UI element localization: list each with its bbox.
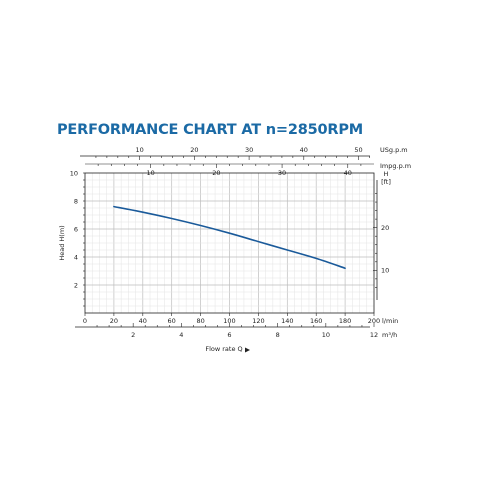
axes <box>75 155 378 328</box>
chart-title: PERFORMANCE CHART AT n=2850RPM <box>57 122 364 138</box>
tick-label-x-m3h: 10 <box>322 331 330 339</box>
tick-label-x-impgpm: 10 <box>147 169 155 177</box>
unit-m3h: m³/h <box>382 331 397 339</box>
tick-label-x-lmin: 80 <box>196 317 204 325</box>
tick-label-x-lmin: 40 <box>139 317 147 325</box>
tick-label-y-ft: 20 <box>381 224 389 232</box>
ticks: 0 20 40 60 80 100 120 140 160 180 200 2 4 6 8 10 12 10 20 3… <box>70 146 390 339</box>
tick-label-x-lmin: 0 <box>83 317 87 325</box>
unit-usgpm: USg.p.m <box>380 146 408 154</box>
tick-label-x-lmin: 120 <box>252 317 264 325</box>
tick-label-x-lmin: 60 <box>168 317 176 325</box>
axis-labels: l/min m³/h USg.p.m Impg.p.m Head H(m) H[ft] Fl… <box>58 146 411 353</box>
tick-label-x-m3h: 12 <box>370 331 378 339</box>
tick-label-x-usgpm: 50 <box>354 146 362 154</box>
series <box>113 205 346 269</box>
x-axis-arrow-icon <box>245 347 250 353</box>
tick-label-x-usgpm: 30 <box>245 146 253 154</box>
x-axis-label: Flow rate Q <box>205 345 242 353</box>
unit-ft-line1: H <box>384 170 389 178</box>
tick-label-x-lmin: 20 <box>110 317 118 325</box>
tick-label-x-m3h: 6 <box>227 331 231 339</box>
y-axis-label: Head H(m) <box>58 225 66 260</box>
tick-label-x-m3h: 2 <box>131 331 135 339</box>
unit-lmin: l/min <box>382 317 398 325</box>
tick-label-y-m: 2 <box>74 281 78 289</box>
tick-label-x-m3h: 8 <box>276 331 280 339</box>
tick-label-y-m: 8 <box>74 197 78 205</box>
unit-impgpm: Impg.p.m <box>380 162 411 170</box>
grid <box>85 173 374 313</box>
tick-label-y-ft: 10 <box>381 267 389 275</box>
tick-label-x-lmin: 140 <box>281 317 293 325</box>
performance-curve-line <box>113 205 346 269</box>
tick-label-y-m: 6 <box>74 225 78 233</box>
tick-label-x-impgpm: 30 <box>278 169 286 177</box>
tick-label-y-m: 4 <box>74 253 78 261</box>
tick-label-x-usgpm: 40 <box>300 146 308 154</box>
tick-label-y-m: 10 <box>70 169 78 177</box>
tick-label-x-lmin: 160 <box>310 317 322 325</box>
tick-label-x-impgpm: 20 <box>212 169 220 177</box>
tick-label-x-lmin: 100 <box>223 317 235 325</box>
tick-label-x-lmin: 180 <box>339 317 351 325</box>
tick-label-x-usgpm: 20 <box>190 146 198 154</box>
unit-ft-line2: [ft] <box>381 178 391 186</box>
tick-label-x-m3h: 4 <box>179 331 183 339</box>
tick-label-x-lmin: 200 <box>368 317 380 325</box>
tick-label-x-usgpm: 10 <box>136 146 144 154</box>
tick-label-x-impgpm: 40 <box>344 169 352 177</box>
